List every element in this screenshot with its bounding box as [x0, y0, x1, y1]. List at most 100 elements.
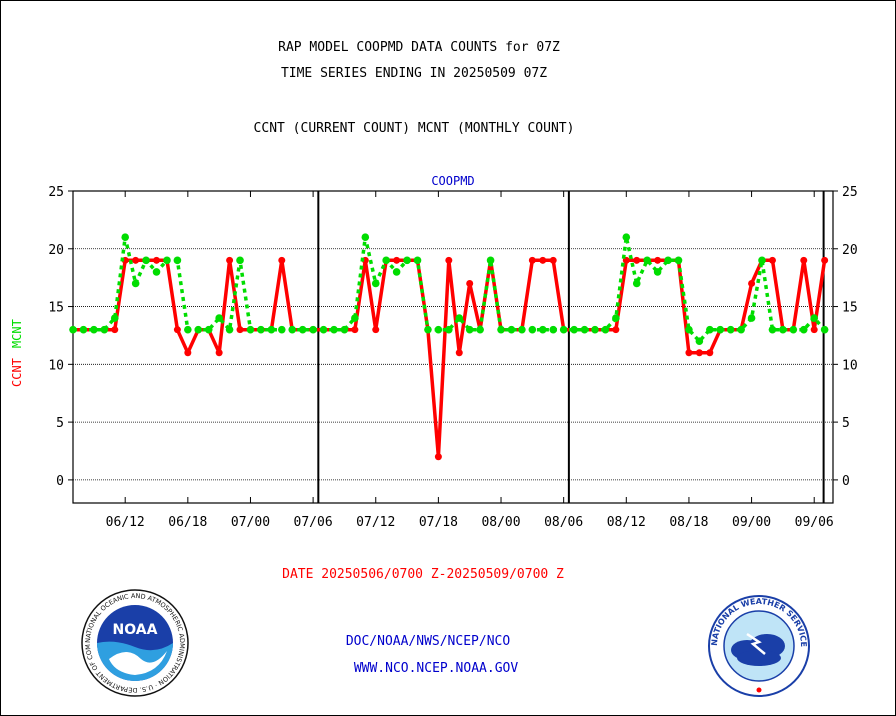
- data-point-ccnt: [393, 256, 401, 264]
- x-tick-label: 08/18: [669, 515, 708, 530]
- data-point-ccnt: [706, 349, 714, 357]
- data-point-ccnt: [153, 256, 161, 264]
- y-tick-label-right: 20: [842, 243, 858, 258]
- x-tick-label: 09/06: [795, 515, 834, 530]
- x-tick-label: 06/12: [106, 515, 145, 530]
- data-point-mcnt: [382, 256, 390, 265]
- data-point-mcnt: [580, 325, 589, 334]
- data-point-mcnt: [612, 314, 620, 322]
- data-point-mcnt: [163, 256, 171, 265]
- data-point-ccnt: [612, 326, 620, 334]
- data-point-mcnt: [110, 314, 119, 322]
- data-point-ccnt: [748, 279, 756, 287]
- y-tick-label-right: 25: [842, 185, 858, 200]
- data-point-ccnt: [173, 326, 181, 334]
- y-tick-label-right: 5: [842, 416, 850, 431]
- data-point-mcnt: [361, 233, 370, 242]
- data-point-mcnt: [236, 256, 244, 265]
- plot-border: [72, 190, 834, 504]
- data-point-ccnt: [539, 256, 547, 264]
- title-line-1: RAP MODEL COOPMD DATA COUNTS for 07Z: [278, 40, 560, 55]
- data-point-ccnt: [226, 256, 234, 264]
- data-point-mcnt: [131, 279, 140, 288]
- data-point-mcnt: [371, 279, 380, 288]
- x-tick-label: 08/00: [481, 515, 520, 530]
- data-point-mcnt: [79, 325, 88, 334]
- data-point-mcnt: [445, 325, 453, 334]
- data-point-mcnt: [257, 325, 265, 334]
- data-point-mcnt: [518, 325, 526, 334]
- x-tick-label: 08/12: [607, 515, 646, 530]
- data-point-ccnt: [132, 256, 140, 264]
- data-point-ccnt: [372, 326, 380, 334]
- time-series-plot: 0 0 5 5 10 10 15 15 20 20 25 25 06/12 06/18 07/00 07/06…: [10, 174, 858, 530]
- title-line-3: CCNT (CURRENT COUNT) MCNT (MONTHLY COUNT…: [253, 121, 575, 136]
- data-point-ccnt: [455, 349, 463, 357]
- series-line-ccnt: [73, 258, 827, 459]
- y-tick-label-left: 5: [56, 416, 64, 431]
- data-point-mcnt: [413, 256, 422, 265]
- x-tick-label: 06/18: [168, 515, 207, 530]
- data-point-mcnt: [194, 325, 203, 334]
- data-point-mcnt: [309, 325, 317, 334]
- data-point-mcnt: [476, 325, 484, 334]
- data-point-mcnt: [184, 325, 192, 334]
- x-tick-label: 09/00: [732, 515, 771, 530]
- data-point-mcnt: [538, 325, 547, 334]
- x-tick-label: 07/00: [231, 515, 270, 530]
- y-tick-label-right: 15: [842, 301, 858, 316]
- data-point-mcnt: [298, 325, 307, 334]
- data-point-ccnt: [685, 349, 693, 357]
- y-tick-label-left: 0: [56, 474, 64, 489]
- data-point-mcnt: [403, 256, 411, 265]
- y-tick-label-right: 10: [842, 358, 858, 373]
- data-point-mcnt: [810, 314, 819, 322]
- data-point-ccnt: [633, 256, 641, 264]
- data-point-mcnt: [779, 325, 787, 334]
- data-point-mcnt: [351, 314, 359, 322]
- data-point-mcnt: [173, 256, 182, 265]
- data-point-mcnt: [559, 325, 568, 334]
- data-point-mcnt: [716, 325, 725, 334]
- x-tick-label: 08/06: [544, 515, 583, 530]
- data-point-mcnt: [737, 325, 745, 334]
- data-point-mcnt: [246, 325, 255, 334]
- noaa-logo-text: NOAA: [113, 622, 158, 638]
- data-point-ccnt: [810, 326, 818, 334]
- data-point-mcnt: [768, 325, 777, 334]
- data-point-ccnt: [351, 326, 359, 334]
- data-point-mcnt: [340, 325, 349, 334]
- data-point-mcnt: [392, 268, 401, 276]
- data-point-mcnt: [100, 325, 109, 334]
- org-label: DOC/NOAA/NWS/NCEP/NCO: [345, 634, 511, 649]
- data-point-ccnt: [549, 256, 557, 264]
- nws-logo: NATIONAL WEATHER SERVICE: [708, 595, 810, 697]
- data-point-mcnt: [820, 325, 829, 334]
- data-point-ccnt: [768, 256, 776, 264]
- data-point-mcnt: [747, 314, 756, 322]
- data-point-ccnt: [434, 453, 442, 461]
- y-tick-label-right: 0: [842, 474, 850, 489]
- data-point-mcnt: [90, 325, 98, 334]
- y-axis-label: CCNT MCNT: [10, 319, 24, 387]
- data-point-ccnt: [466, 279, 474, 287]
- data-point-mcnt: [528, 325, 537, 334]
- data-point-mcnt: [424, 325, 432, 334]
- data-point-ccnt: [528, 256, 536, 264]
- data-point-mcnt: [121, 233, 129, 242]
- website-link[interactable]: WWW.NCO.NCEP.NOAA.GOV: [353, 661, 519, 676]
- y-tick-label-left: 20: [48, 243, 64, 258]
- data-point-ccnt: [445, 256, 453, 264]
- data-point-ccnt: [215, 349, 223, 357]
- data-point-mcnt: [204, 325, 213, 334]
- y-tick-label-left: 10: [48, 358, 64, 373]
- data-point-ccnt: [821, 256, 829, 264]
- data-point-mcnt: [758, 256, 766, 265]
- data-point-mcnt: [685, 325, 693, 334]
- data-point-mcnt: [622, 233, 631, 242]
- date-range-label: DATE 20250506/0700 Z-20250509/0700 Z: [282, 567, 564, 582]
- data-point-ccnt: [695, 349, 703, 357]
- panel-label: COOPMD: [431, 174, 474, 188]
- data-point-mcnt: [664, 256, 672, 265]
